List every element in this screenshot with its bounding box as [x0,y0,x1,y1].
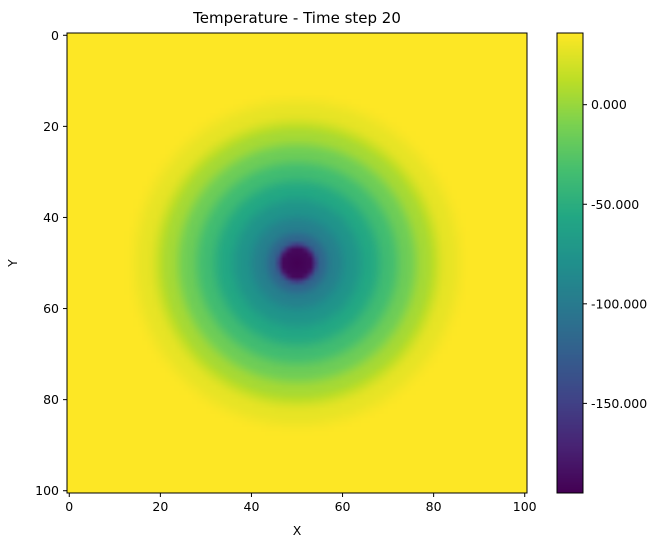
y-tick-label: 40 [43,210,59,225]
x-tick-label: 60 [335,499,351,514]
y-tick-label: 60 [43,301,59,316]
colorbar-tick-label: -100.000 [591,296,647,311]
temperature-heatmap [67,33,527,493]
y-axis-label: Y [5,259,20,268]
y-tick-label: 20 [43,119,59,134]
x-tick-label: 80 [426,499,442,514]
plot-frame [66,32,528,494]
y-axis-ticks: 0 20 40 60 80 100 [35,28,67,498]
chart-title: Temperature - Time step 20 [192,9,401,27]
y-tick-label: 80 [43,392,59,407]
colorbar-frame [556,32,584,494]
plot-area [66,32,528,494]
x-tick-label: 0 [65,499,73,514]
x-axis-ticks: 0 20 40 60 80 100 [65,493,537,514]
x-axis-label: X [293,523,302,538]
x-tick-label: 100 [513,499,537,514]
colorbar [556,32,584,494]
colorbar-ticks: 0.000 -50.000 -100.000 -150.000 [583,97,647,411]
y-tick-label: 100 [35,483,59,498]
y-tick-label: 0 [51,28,59,43]
colorbar-gradient [557,33,583,493]
colorbar-tick-label: -50.000 [591,197,639,212]
x-tick-label: 40 [244,499,260,514]
colorbar-tick-label: 0.000 [591,97,627,112]
colorbar-tick-label: -150.000 [591,396,647,411]
x-tick-label: 20 [152,499,168,514]
